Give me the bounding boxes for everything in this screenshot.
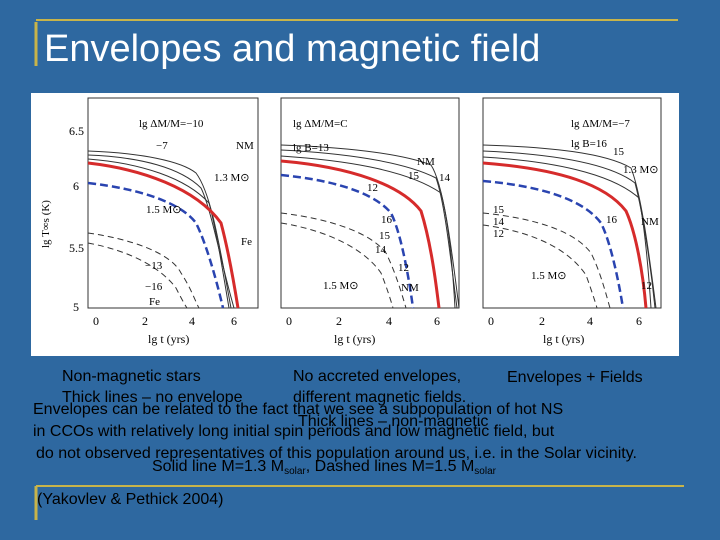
- panel-label: lg ΔM/M=−7: [571, 118, 630, 130]
- panel-label: Fe: [149, 296, 160, 308]
- panel-label: 16: [381, 214, 393, 226]
- label-envelopes-fields: Envelopes + Fields: [507, 369, 643, 386]
- panel-label: 1.5 M⊙: [323, 280, 359, 292]
- x-tick: 0: [93, 314, 99, 328]
- panel-label: lg B=16: [571, 138, 607, 150]
- panel-label: 1.5 M⊙: [146, 204, 182, 216]
- panel-label: 1.3 M⊙: [214, 172, 250, 184]
- panel-label: 14: [439, 172, 451, 184]
- x-axis-label: lg t (yrs): [148, 332, 189, 346]
- x-tick: 2: [539, 314, 545, 328]
- dashed-line-label: , Dashed lines M=1.5 M: [305, 458, 475, 475]
- panel-2: 0 2 4 6 lg t (yrs) lg ΔM/M=C lg B=13 NM …: [280, 97, 460, 346]
- x-tick: 0: [488, 314, 494, 328]
- panel-label: −13: [145, 260, 163, 272]
- y-tick: 5.5: [69, 241, 84, 255]
- panel-label: 16: [606, 214, 618, 226]
- x-tick: 4: [189, 314, 195, 328]
- x-tick: 6: [636, 314, 642, 328]
- panel-label: NM: [417, 156, 435, 168]
- x-tick: 4: [587, 314, 593, 328]
- body-line-3: do not observed representatives of this …: [36, 445, 637, 462]
- panel-label: Fe: [241, 236, 252, 248]
- label-nonmagnetic: Non-magnetic stars: [62, 368, 201, 385]
- x-axis-label: lg t (yrs): [334, 332, 375, 346]
- panel-label: 15: [613, 146, 625, 158]
- panel-label: lg B=13: [293, 142, 329, 154]
- cooling-curves-figure: lg T∞s (K) 6.5 6 5.5 5 0 2 4 6 lg t (yrs…: [31, 93, 679, 356]
- solid-subscript: solar: [284, 466, 306, 477]
- label-no-accreted: No accreted envelopes,: [293, 368, 462, 385]
- x-tick: 2: [142, 314, 148, 328]
- x-axis-label: lg t (yrs): [543, 332, 584, 346]
- panel-label: lg ΔM/M=C: [293, 118, 348, 130]
- panel-label: lg ΔM/M=−10: [139, 118, 204, 130]
- panel-label: 12: [641, 280, 652, 292]
- panel-label: 15: [408, 170, 420, 182]
- panel-3: 0 2 4 6 lg t (yrs) lg ΔM/M=−7 lg B=16 15…: [482, 97, 662, 346]
- panel-label: 1.5 M⊙: [531, 270, 567, 282]
- label-thick-nonmagnetic: Thick lines – non-magnetic: [298, 413, 489, 430]
- panel-label: 12: [398, 262, 409, 274]
- y-tick: 5: [73, 300, 79, 314]
- y-tick: 6.5: [69, 124, 84, 138]
- label-different-fields: different magnetic fields.: [293, 389, 467, 406]
- y-tick: 6: [73, 179, 79, 193]
- panel-label: −7: [156, 140, 168, 152]
- panel-label: 15: [493, 204, 505, 216]
- panel-label: 15: [379, 230, 391, 242]
- panel-label: −16: [145, 281, 163, 293]
- mass-legend: Solid line M=1.3 Msolar, Dashed lines M=…: [152, 459, 496, 477]
- x-tick: 4: [386, 314, 392, 328]
- x-tick: 6: [434, 314, 440, 328]
- panel-label: NM: [641, 216, 659, 228]
- panel-1: 0 2 4 6 lg t (yrs) lg ΔM/M=−10 −7 NM 1.3…: [87, 97, 259, 346]
- x-tick: 2: [336, 314, 342, 328]
- label-thick-no-envelope: Thick lines – no envelope: [62, 389, 243, 406]
- panel-label: 14: [493, 216, 505, 228]
- body-line-1: Envelopes can be related to the fact tha…: [33, 401, 564, 418]
- citation: (Yakovlev & Pethick 2004): [37, 491, 224, 508]
- panel-label: 1.3 M⊙: [623, 164, 659, 176]
- slide-title: Envelopes and magnetic field: [44, 28, 541, 70]
- dashed-subscript: solar: [474, 466, 496, 477]
- body-line-2: in CCOs with relatively long initial spi…: [33, 423, 555, 440]
- panel-label: 14: [375, 244, 387, 256]
- x-tick: 6: [231, 314, 237, 328]
- panel-label: 12: [367, 182, 378, 194]
- panel-label: 12: [493, 228, 504, 240]
- panel-label: NM: [236, 140, 254, 152]
- x-tick: 0: [286, 314, 292, 328]
- panel-label: NM: [401, 282, 419, 294]
- y-axis-label: lg T∞s (K): [40, 200, 52, 248]
- solid-line-label: Solid line M=1.3 M: [152, 458, 285, 475]
